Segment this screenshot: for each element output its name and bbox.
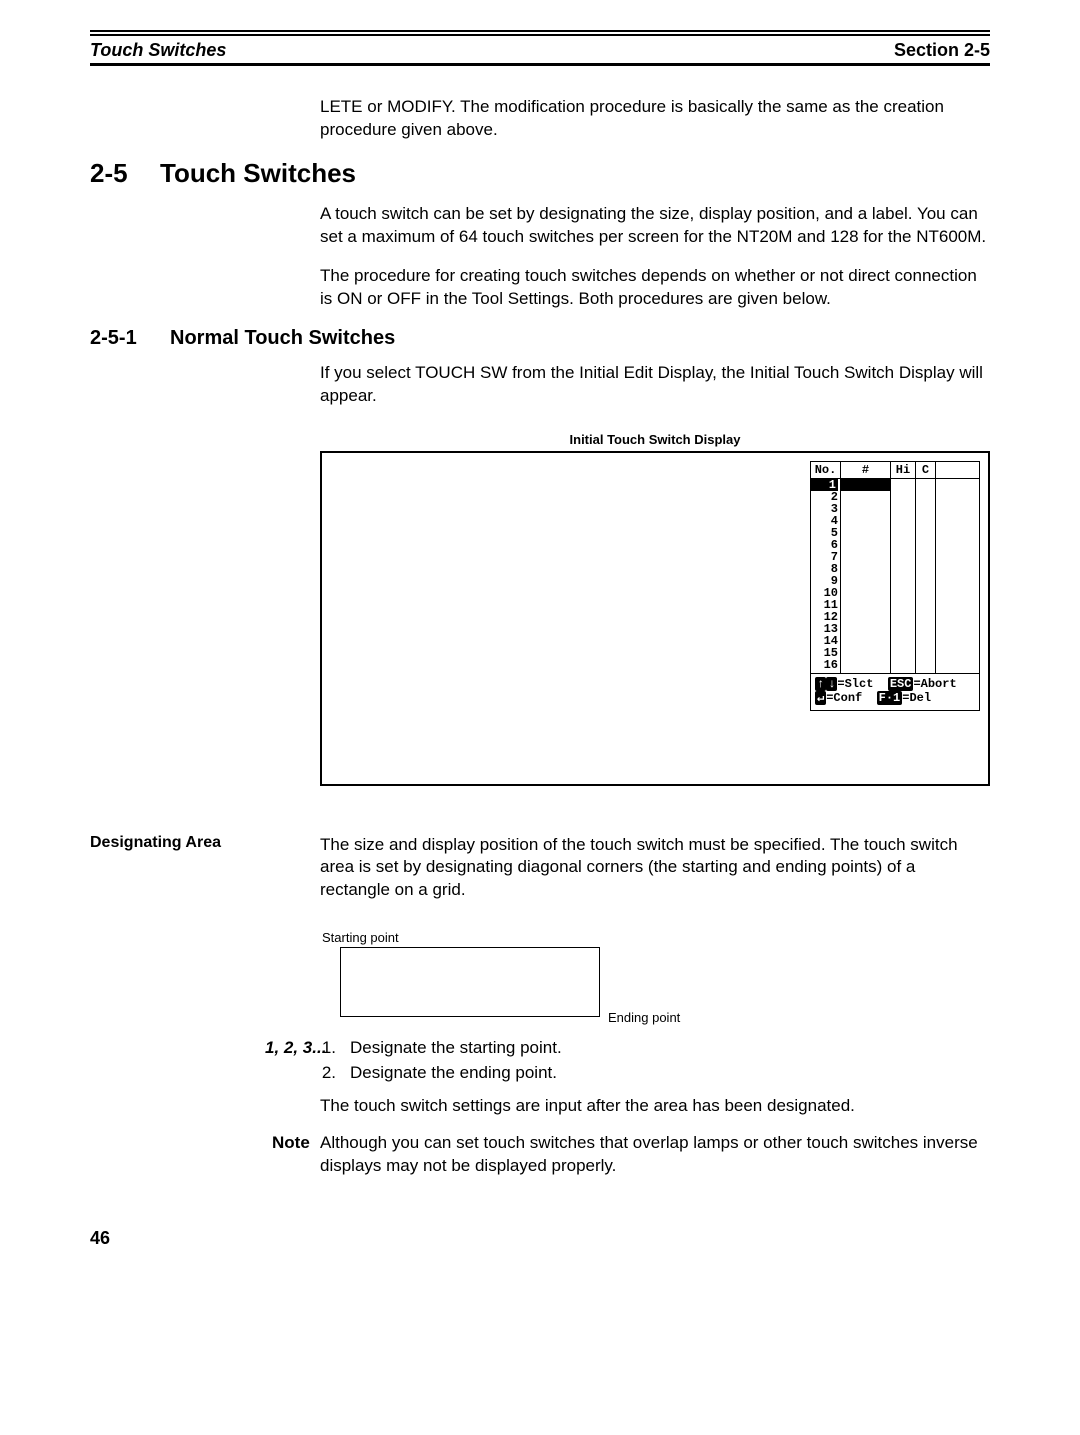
section-heading: 2-5Touch Switches xyxy=(90,158,990,189)
footer-line-2: ↵=Conf F·1=Del xyxy=(815,691,975,705)
row-number: 14 xyxy=(811,635,838,647)
subsection-paragraph-1: If you select TOUCH SW from the Initial … xyxy=(320,362,990,408)
designating-area-label: Designating Area xyxy=(90,834,320,852)
arrow-up-icon: ↑ xyxy=(815,677,826,691)
col-no: No. xyxy=(811,462,841,478)
row-number: 12 xyxy=(811,611,838,623)
header-title-right: Section 2-5 xyxy=(894,40,990,61)
rectangle-figure: Starting point Ending point xyxy=(320,930,990,1017)
subsection-title: Normal Touch Switches xyxy=(170,327,395,349)
panel-no-column: 12345678910111213141516 xyxy=(811,479,841,673)
row-number: 11 xyxy=(811,599,838,611)
row-number: 7 xyxy=(811,551,838,563)
steps-lead: 1, 2, 3... xyxy=(265,1037,326,1060)
enter-key-icon: ↵ xyxy=(815,691,826,705)
note-lead: Note xyxy=(272,1132,310,1155)
del-label: =Del xyxy=(902,691,931,705)
initial-touch-switch-display: No. # Hi C 12345678910111213141516 ↑↓=Sl… xyxy=(320,451,990,786)
section-paragraph-2: The procedure for creating touch switche… xyxy=(320,265,990,311)
row-number: 10 xyxy=(811,587,838,599)
row-number: 15 xyxy=(811,647,838,659)
note-block: Note Although you can set touch switches… xyxy=(320,1132,990,1178)
subsection-number: 2-5-1 xyxy=(90,327,170,350)
col-hash: # xyxy=(841,462,891,478)
row-number: 1 xyxy=(811,479,838,491)
ending-point-label: Ending point xyxy=(608,1010,680,1025)
header-rule xyxy=(90,30,990,36)
conf-label: =Conf xyxy=(826,691,862,705)
row-number: 3 xyxy=(811,503,838,515)
panel-hi-column xyxy=(891,479,916,673)
footer-line-1: ↑↓=Slct ESC=Abort xyxy=(815,677,975,691)
subsection-heading: 2-5-1Normal Touch Switches xyxy=(90,327,990,350)
col-blank xyxy=(936,462,979,478)
col-hi: Hi xyxy=(891,462,916,478)
section-number: 2-5 xyxy=(90,158,160,189)
slct-label: =Slct xyxy=(837,677,873,691)
panel-body: 12345678910111213141516 xyxy=(811,479,979,674)
arrow-down-icon: ↓ xyxy=(826,677,837,691)
row-number: 8 xyxy=(811,563,838,575)
selected-row-bar xyxy=(841,479,890,491)
row-number: 5 xyxy=(811,527,838,539)
panel-c-column xyxy=(916,479,936,673)
step-2-text: Designate the ending point. xyxy=(350,1062,557,1085)
section-paragraph-1: A touch switch can be set by designating… xyxy=(320,203,990,249)
note-text: Although you can set touch switches that… xyxy=(320,1133,978,1175)
row-number: 13 xyxy=(811,623,838,635)
panel-footer: ↑↓=Slct ESC=Abort ↵=Conf F·1=Del xyxy=(811,674,979,710)
row-number: 4 xyxy=(811,515,838,527)
col-c: C xyxy=(916,462,936,478)
switch-list-panel: No. # Hi C 12345678910111213141516 ↑↓=Sl… xyxy=(810,461,980,711)
steps-after: The touch switch settings are input afte… xyxy=(320,1095,990,1118)
figure-caption: Initial Touch Switch Display xyxy=(320,432,990,447)
step-1-text: Designate the starting point. xyxy=(350,1037,562,1060)
row-number: 9 xyxy=(811,575,838,587)
abort-label: =Abort xyxy=(913,677,956,691)
row-number: 16 xyxy=(811,659,838,671)
steps-block: 1, 2, 3... 1. Designate the starting poi… xyxy=(320,1037,990,1118)
page-number: 46 xyxy=(90,1228,990,1249)
step-1: 1. Designate the starting point. xyxy=(320,1037,990,1060)
starting-point-label: Starting point xyxy=(322,930,990,945)
header-title-left: Touch Switches xyxy=(90,40,226,61)
row-number: 2 xyxy=(811,491,838,503)
esc-key-icon: ESC xyxy=(888,677,914,691)
step-2-num: 2. xyxy=(320,1062,350,1085)
rectangle-box xyxy=(340,947,600,1017)
section-title: Touch Switches xyxy=(160,158,356,188)
panel-hash-column xyxy=(841,479,891,673)
panel-last-column xyxy=(936,479,979,673)
row-number: 6 xyxy=(811,539,838,551)
designating-paragraph: The size and display position of the tou… xyxy=(320,834,990,903)
continuation-paragraph: LETE or MODIFY. The modification procedu… xyxy=(320,96,990,142)
step-2: 2. Designate the ending point. xyxy=(320,1062,990,1085)
f1-key-icon: F·1 xyxy=(877,691,903,705)
panel-header: No. # Hi C xyxy=(811,462,979,479)
page-header: Touch Switches Section 2-5 xyxy=(90,40,990,66)
